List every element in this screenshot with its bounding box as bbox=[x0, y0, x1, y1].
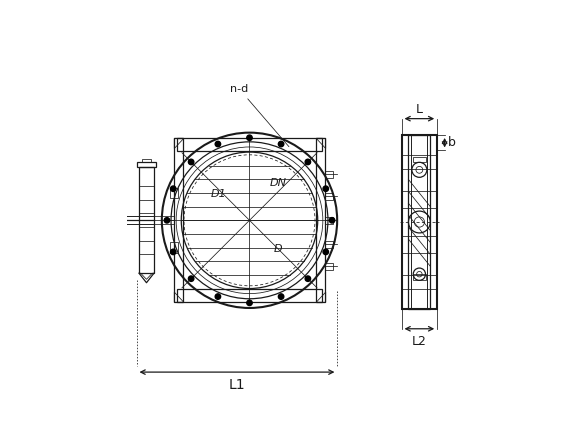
Circle shape bbox=[171, 186, 176, 191]
Bar bbox=[177, 289, 322, 302]
Bar bbox=[316, 138, 325, 302]
Bar bbox=[325, 263, 333, 270]
Text: D: D bbox=[274, 244, 282, 254]
Bar bbox=[139, 167, 154, 273]
Bar bbox=[103, 214, 109, 226]
Circle shape bbox=[323, 186, 328, 191]
Text: L2: L2 bbox=[412, 335, 427, 348]
Circle shape bbox=[305, 159, 311, 165]
Circle shape bbox=[215, 141, 220, 147]
Bar bbox=[170, 242, 177, 253]
Circle shape bbox=[164, 218, 170, 223]
Text: D1: D1 bbox=[211, 189, 227, 199]
Bar bbox=[170, 188, 177, 198]
Text: L1: L1 bbox=[229, 378, 245, 392]
Bar bbox=[325, 217, 333, 224]
Circle shape bbox=[246, 135, 252, 140]
Circle shape bbox=[188, 159, 194, 165]
Bar bbox=[136, 162, 157, 167]
Circle shape bbox=[278, 294, 284, 299]
Bar bbox=[174, 138, 183, 302]
Bar bbox=[401, 135, 437, 309]
Circle shape bbox=[188, 276, 194, 281]
Text: b: b bbox=[448, 136, 456, 149]
Bar bbox=[177, 138, 322, 151]
Text: n-d: n-d bbox=[230, 84, 289, 147]
Bar bbox=[325, 171, 333, 178]
Circle shape bbox=[215, 294, 220, 299]
Bar bbox=[411, 135, 427, 309]
Circle shape bbox=[171, 249, 176, 255]
Text: L: L bbox=[416, 103, 423, 116]
Bar bbox=[413, 157, 426, 162]
Bar bbox=[325, 241, 333, 248]
Circle shape bbox=[323, 249, 328, 255]
Bar bbox=[408, 135, 430, 309]
Bar bbox=[413, 274, 426, 280]
Circle shape bbox=[305, 276, 311, 281]
Bar bbox=[142, 159, 151, 162]
Bar bbox=[325, 193, 333, 200]
Text: DN: DN bbox=[270, 178, 287, 188]
Circle shape bbox=[329, 218, 335, 223]
Circle shape bbox=[246, 300, 252, 306]
Circle shape bbox=[278, 141, 284, 147]
